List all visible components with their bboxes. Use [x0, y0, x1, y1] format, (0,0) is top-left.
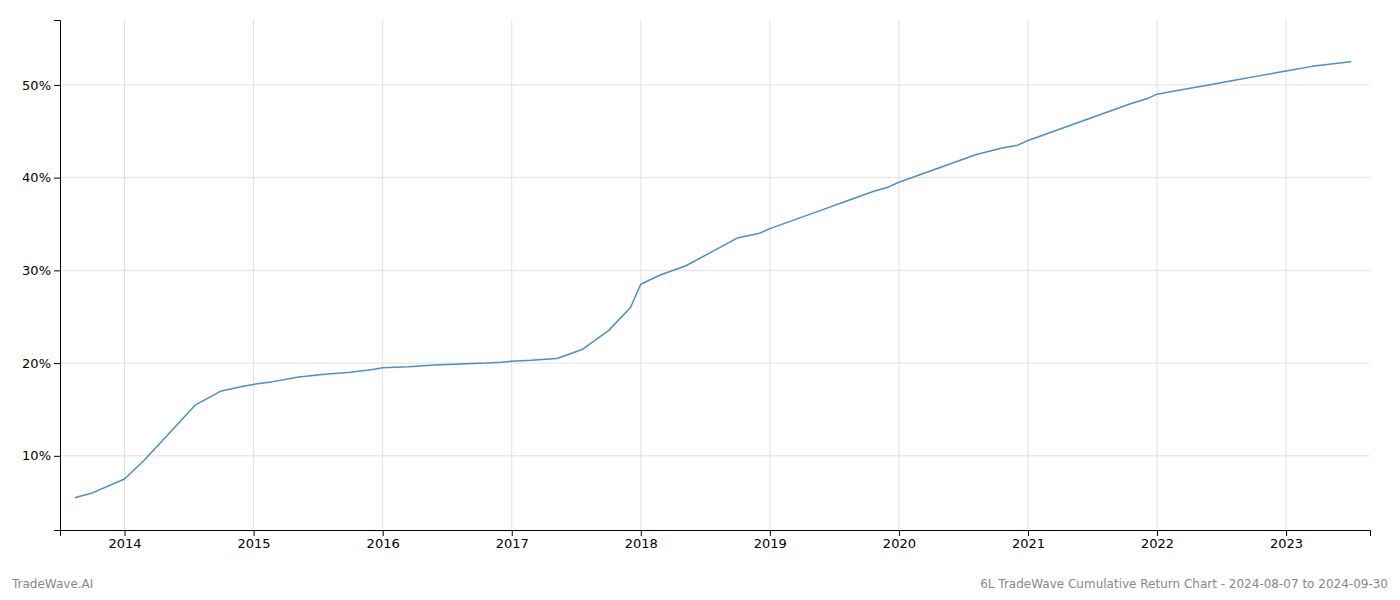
- tick: 10%: [22, 448, 60, 463]
- tick-label: 2020: [883, 536, 916, 551]
- tick-mark: [899, 530, 900, 536]
- tick-label: 20%: [22, 356, 51, 371]
- grid-line: [769, 20, 770, 530]
- grid-line: [511, 20, 512, 530]
- plot: 2014 2015 2016 2017 2018 2019 2020 2021 2022 2023…: [22, 20, 1370, 551]
- grid-line: [60, 455, 1370, 456]
- tick-label: 2021: [1012, 536, 1045, 551]
- tick-mark: [770, 530, 771, 536]
- grid-line: [1157, 20, 1158, 530]
- tick: 2023: [1270, 530, 1303, 551]
- tick-mark: [54, 178, 60, 179]
- tick-label: 2019: [754, 536, 787, 551]
- tick: 2017: [496, 530, 529, 551]
- grid-line: [124, 20, 125, 530]
- tick: 2019: [754, 530, 787, 551]
- grid-line: [60, 177, 1370, 178]
- grid-line: [60, 363, 1370, 364]
- grid-line: [898, 20, 899, 530]
- axis-line: [54, 21, 61, 531]
- y-axis: 10% 20% 30% 40% 50%: [22, 21, 60, 531]
- tick: 30%: [22, 263, 60, 278]
- tick: 40%: [22, 170, 60, 185]
- tick-label: 2022: [1141, 536, 1174, 551]
- tick-label: 2023: [1270, 536, 1303, 551]
- tick-mark: [1286, 530, 1287, 536]
- tick-mark: [641, 530, 642, 536]
- tick-label: 2017: [496, 536, 529, 551]
- tick: 2020: [883, 530, 916, 551]
- tick-label: 2018: [625, 536, 658, 551]
- tick-label: 40%: [22, 170, 51, 185]
- tick: 2014: [108, 530, 141, 551]
- tick-mark: [1157, 530, 1158, 536]
- x-axis: 2014 2015 2016 2017 2018 2019 2020 2021 2022 2023: [61, 530, 1371, 551]
- tick-mark: [254, 530, 255, 536]
- line: [75, 62, 1350, 498]
- tick: 2021: [1012, 530, 1045, 551]
- grid-line: [60, 270, 1370, 271]
- tick-mark: [125, 530, 126, 536]
- tick: 50%: [22, 78, 60, 93]
- axis-line: [61, 531, 1371, 537]
- grid-line: [1027, 20, 1028, 530]
- tick-label: 10%: [22, 448, 51, 463]
- grid-line: [382, 20, 383, 530]
- marks: [75, 62, 1350, 498]
- tick: 2015: [238, 530, 271, 551]
- tick-mark: [54, 270, 60, 271]
- tick: 2022: [1141, 530, 1174, 551]
- tick-mark: [54, 363, 60, 364]
- footer-left: TradeWave.AI: [11, 577, 93, 591]
- footer-right: 6L TradeWave Cumulative Return Chart - 2…: [980, 577, 1388, 591]
- tick-mark: [1028, 530, 1029, 536]
- tick-label: 50%: [22, 78, 51, 93]
- grid-line: [60, 84, 1370, 85]
- tick-label: 2015: [238, 536, 271, 551]
- tick-label: 30%: [22, 263, 51, 278]
- tick-mark: [383, 530, 384, 536]
- grid-line: [1286, 20, 1287, 530]
- tick-mark: [54, 456, 60, 457]
- grid-line: [253, 20, 254, 530]
- tick: 2016: [367, 530, 400, 551]
- grid-line: [640, 20, 641, 530]
- tick: 20%: [22, 356, 60, 371]
- tick-mark: [54, 85, 60, 86]
- grid: [60, 20, 1370, 530]
- tick-mark: [512, 530, 513, 536]
- tick-label: 2016: [367, 536, 400, 551]
- tick-label: 2014: [108, 536, 141, 551]
- chart: 2014 2015 2016 2017 2018 2019 2020 2021 2022 2023…: [0, 0, 1400, 600]
- tick: 2018: [625, 530, 658, 551]
